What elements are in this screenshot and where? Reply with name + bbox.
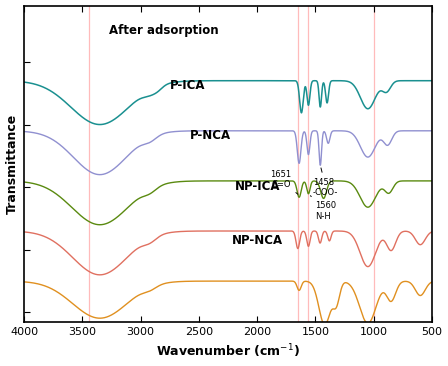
Text: 1458
-COO-: 1458 -COO- bbox=[313, 168, 339, 197]
Text: NP-NCA: NP-NCA bbox=[232, 234, 283, 247]
X-axis label: Wavenumber (cm$^{-1}$): Wavenumber (cm$^{-1}$) bbox=[156, 343, 300, 361]
Text: After adsorption: After adsorption bbox=[109, 24, 219, 37]
Text: NP-ICA: NP-ICA bbox=[234, 180, 280, 193]
Text: P-NCA: P-NCA bbox=[190, 129, 231, 142]
Y-axis label: Transmittance: Transmittance bbox=[5, 114, 18, 214]
Text: 1651
C=O: 1651 C=O bbox=[270, 170, 298, 194]
Text: 1560
N-H: 1560 N-H bbox=[310, 196, 336, 221]
Text: P-ICA: P-ICA bbox=[169, 79, 205, 92]
